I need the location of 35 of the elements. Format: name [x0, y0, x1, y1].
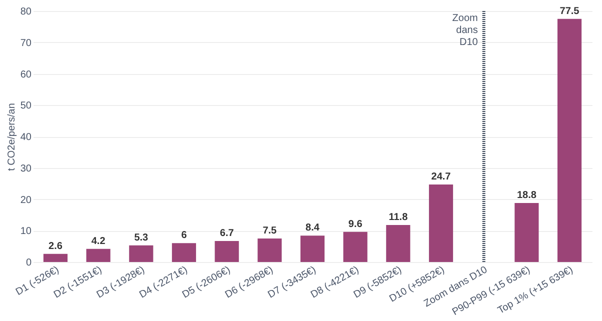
- y-tick-label: 30: [20, 163, 32, 174]
- y-tick-label: 40: [20, 132, 32, 143]
- y-axis-title: t CO2e/pers/an: [6, 103, 18, 171]
- data-label: 7.5: [262, 225, 278, 236]
- bar: [300, 236, 325, 262]
- ref-line-label: Zoom dans D10: [452, 13, 478, 48]
- bar: [386, 224, 410, 262]
- y-tick-label: 20: [20, 194, 32, 206]
- y-tick-label: 50: [20, 100, 32, 112]
- data-label: 9.6: [348, 218, 363, 230]
- bar: [86, 248, 110, 262]
- data-label: 5.3: [134, 232, 149, 244]
- bar: [214, 240, 239, 262]
- bar: [428, 184, 454, 262]
- data-label: 24.7: [431, 172, 452, 183]
- bar: [129, 245, 154, 262]
- data-label: 77.5: [560, 6, 580, 17]
- data-label: 6: [181, 230, 188, 242]
- bar: [258, 238, 282, 262]
- data-label: 6.7: [220, 228, 234, 239]
- y-tick-label: 0: [26, 258, 32, 268]
- bar: [514, 203, 539, 262]
- bar: [43, 254, 68, 262]
- y-tick-label: 80: [20, 6, 32, 18]
- y-tick-label: 70: [20, 38, 32, 49]
- data-label: 2.6: [48, 240, 63, 252]
- bar: [343, 232, 368, 262]
- bar: [172, 243, 196, 262]
- data-label: 18.8: [516, 190, 537, 202]
- data-label: 8.4: [306, 222, 320, 234]
- data-label: 4.2: [91, 236, 106, 247]
- y-tick-label: 60: [20, 69, 32, 80]
- data-label: 11.8: [388, 212, 408, 223]
- y-tick-label: 10: [20, 226, 32, 238]
- bar: [557, 18, 582, 262]
